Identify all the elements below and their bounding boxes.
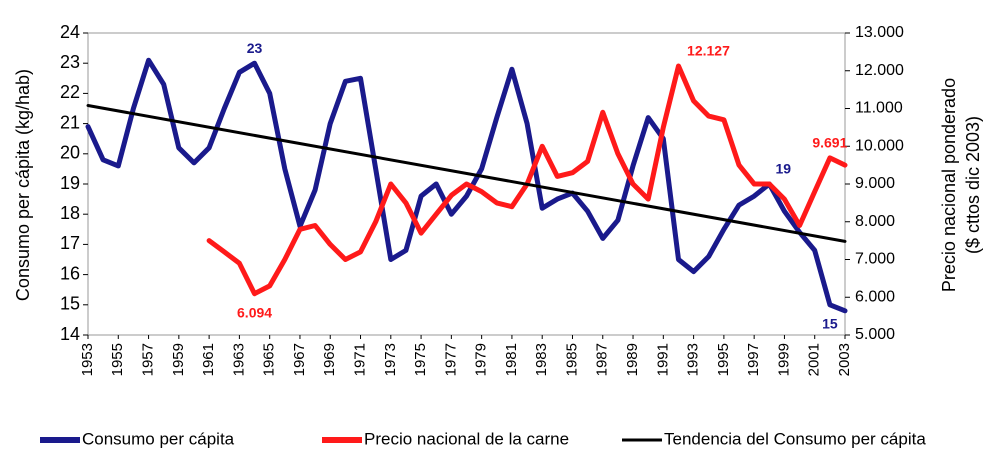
x-tick-label: 1957 — [140, 343, 157, 376]
x-tick-label: 1989 — [624, 343, 641, 376]
y2-tick-label: 8.000 — [855, 213, 895, 230]
y-tick-label: 14 — [60, 324, 80, 344]
x-tick-label: 1993 — [685, 343, 702, 376]
legend-label: Precio nacional de la carne — [364, 429, 569, 448]
y-tick-label: 22 — [60, 82, 80, 102]
x-tick-label: 1965 — [261, 343, 278, 376]
y2-tick-label: 10.000 — [855, 137, 904, 154]
x-tick-label: 1961 — [200, 343, 217, 376]
data-label: 15 — [822, 316, 838, 332]
x-tick-label: 1987 — [594, 343, 611, 376]
y2-tick-label: 6.000 — [855, 288, 895, 305]
x-tick-label: 1995 — [715, 343, 732, 376]
x-tick-label: 1967 — [291, 343, 308, 376]
y-tick-label: 15 — [60, 294, 80, 314]
y2-tick-label: 5.000 — [855, 326, 895, 343]
y2-tick-label: 9.000 — [855, 175, 895, 192]
x-tick-label: 1971 — [351, 343, 368, 376]
y-tick-label: 18 — [60, 203, 80, 223]
x-tick-label: 1953 — [79, 343, 96, 376]
x-tick-label: 1979 — [473, 343, 490, 376]
series-line — [85, 57, 848, 314]
x-tick-label: 2001 — [806, 343, 823, 376]
x-tick-label: 1981 — [503, 343, 520, 376]
data-label: 23 — [247, 40, 263, 56]
x-tick-label: 1997 — [745, 343, 762, 376]
x-tick-label: 1973 — [382, 343, 399, 376]
y2-axis-label: ($ cttos dic 2003) — [963, 116, 983, 254]
x-tick-label: 1955 — [109, 343, 126, 376]
x-tick-label: 1977 — [442, 343, 459, 376]
y-tick-label: 16 — [60, 263, 80, 283]
x-tick-label: 1991 — [654, 343, 671, 376]
x-tick-label: 2003 — [836, 343, 853, 376]
data-label: 19 — [776, 161, 792, 177]
data-label: 9.691 — [812, 135, 847, 151]
data-label: 6.094 — [237, 304, 272, 320]
y-tick-label: 21 — [60, 112, 80, 132]
y-tick-label: 19 — [60, 173, 80, 193]
x-tick-label: 1985 — [563, 343, 580, 376]
series-line — [206, 63, 848, 297]
y-tick-label: 24 — [60, 22, 80, 42]
y-tick-label: 17 — [60, 233, 80, 253]
x-tick-label: 1983 — [533, 343, 550, 376]
y-tick-label: 23 — [60, 52, 80, 72]
y2-tick-label: 7.000 — [855, 251, 895, 268]
y2-tick-label: 12.000 — [855, 62, 904, 79]
x-tick-label: 1975 — [412, 343, 429, 376]
y-axis-label: Consumo per cápita (kg/hab) — [13, 69, 33, 301]
y2-tick-label: 11.000 — [855, 100, 903, 117]
x-tick-label: 1963 — [230, 343, 247, 376]
x-tick-label: 1969 — [321, 343, 338, 376]
y2-tick-label: 13.000 — [855, 24, 904, 41]
x-tick-label: 1959 — [170, 343, 187, 376]
y2-axis-label: Precio nacional ponderado — [939, 78, 959, 292]
x-tick-label: 1999 — [775, 343, 792, 376]
legend-label: Tendencia del Consumo per cápita — [664, 429, 926, 448]
legend-label: Consumo per cápita — [82, 429, 235, 448]
y-tick-label: 20 — [60, 143, 80, 163]
data-label: 12.127 — [687, 43, 730, 59]
series-line — [86, 104, 847, 243]
